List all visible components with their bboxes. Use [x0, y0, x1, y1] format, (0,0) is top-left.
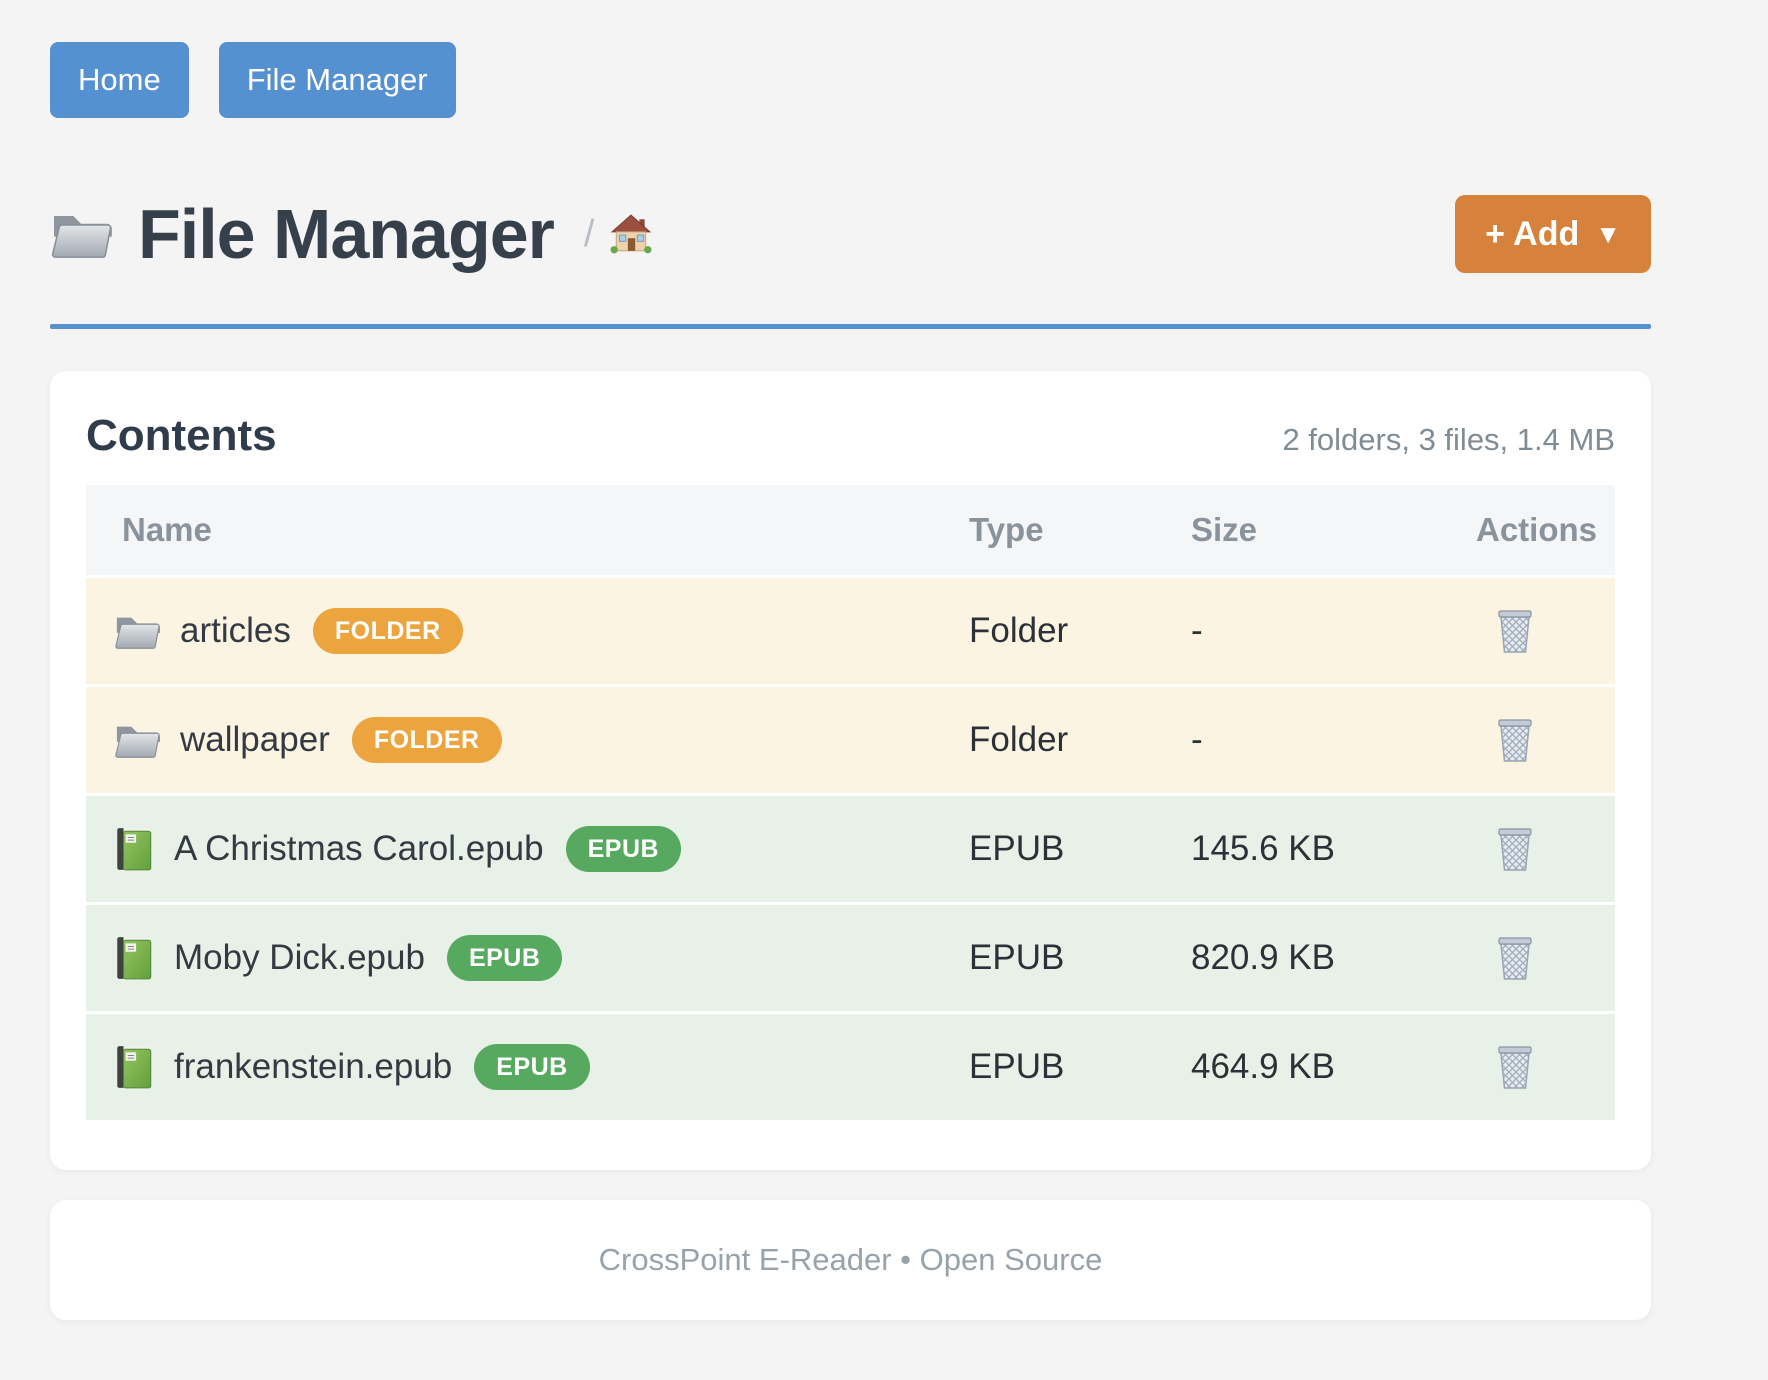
wastebasket-icon — [1498, 937, 1532, 980]
delete-button[interactable] — [1490, 1042, 1540, 1092]
file-type: EPUB — [969, 1047, 1065, 1086]
delete-button[interactable] — [1490, 715, 1540, 765]
contents-title: Contents — [86, 411, 277, 460]
file-name[interactable]: A Christmas Carol.epub — [174, 829, 544, 868]
table-row[interactable]: A Christmas Carol.epub EPUB EPUB 145.6 K… — [86, 796, 1615, 902]
file-name[interactable]: frankenstein.epub — [174, 1047, 453, 1086]
table-row[interactable]: frankenstein.epub EPUB EPUB 464.9 KB — [86, 1014, 1615, 1120]
house-icon[interactable] — [610, 213, 653, 255]
column-header-actions: Actions — [1476, 511, 1598, 548]
file-size: - — [1191, 720, 1203, 759]
type-badge: EPUB — [446, 935, 563, 981]
page-title: File Manager — [138, 195, 555, 273]
delete-button[interactable] — [1490, 933, 1540, 983]
page-header: File Manager / + Add ▼ — [50, 194, 1651, 274]
wastebasket-icon — [1498, 1046, 1532, 1089]
breadcrumb-separator: / — [583, 212, 595, 255]
delete-button[interactable] — [1490, 824, 1540, 874]
type-badge: FOLDER — [312, 608, 463, 654]
green-book-icon — [116, 936, 152, 980]
type-badge: EPUB — [474, 1044, 590, 1090]
file-name[interactable]: articles — [180, 611, 291, 650]
file-size: 464.9 KB — [1191, 1047, 1335, 1086]
folder-icon — [115, 617, 160, 649]
contents-summary: 2 folders, 3 files, 1.4 MB — [1282, 422, 1615, 457]
file-size: - — [1191, 611, 1203, 650]
file-type: Folder — [969, 720, 1069, 759]
chevron-down-icon: ▼ — [1595, 218, 1621, 249]
table-header-row: Name Type Size Actions — [86, 485, 1615, 575]
green-book-icon — [116, 827, 152, 871]
add-button-label: + Add — [1485, 214, 1580, 253]
column-header-size: Size — [1191, 511, 1258, 548]
type-badge: EPUB — [565, 826, 682, 872]
add-button[interactable]: + Add ▼ — [1455, 195, 1651, 273]
open-folder-icon — [51, 215, 112, 258]
file-size: 820.9 KB — [1191, 938, 1335, 977]
home-button[interactable]: Home — [50, 42, 189, 118]
file-size: 145.6 KB — [1191, 829, 1335, 868]
file-manager-button[interactable]: File Manager — [218, 42, 456, 118]
wastebasket-icon — [1498, 719, 1532, 762]
table-row[interactable]: wallpaper FOLDER Folder - — [86, 687, 1615, 793]
footer-card: CrossPoint E-Reader • Open Source — [50, 1200, 1651, 1320]
footer-text: CrossPoint E-Reader • Open Source — [598, 1242, 1103, 1277]
delete-button[interactable] — [1490, 606, 1540, 656]
column-header-name: Name — [122, 511, 212, 548]
file-type: EPUB — [969, 938, 1065, 977]
file-type: EPUB — [969, 829, 1065, 868]
title-divider — [50, 324, 1651, 329]
table-row[interactable]: articles FOLDER Folder - — [86, 578, 1615, 684]
green-book-icon — [116, 1045, 152, 1089]
wastebasket-icon — [1498, 828, 1532, 871]
file-name[interactable]: Moby Dick.epub — [174, 938, 425, 977]
contents-header: Contents 2 folders, 3 files, 1.4 MB — [86, 411, 1615, 461]
column-header-type: Type — [969, 511, 1044, 548]
file-type: Folder — [969, 611, 1069, 650]
table-row[interactable]: Moby Dick.epub EPUB EPUB 820.9 KB — [86, 905, 1615, 1011]
top-nav: Home File Manager — [50, 0, 1651, 118]
type-badge: FOLDER — [351, 717, 502, 763]
page-container: Home File Manager File Manager / + Add ▼… — [50, 0, 1651, 1320]
file-name[interactable]: wallpaper — [180, 720, 330, 759]
wastebasket-icon — [1498, 610, 1532, 653]
contents-card: Contents 2 folders, 3 files, 1.4 MB Name… — [50, 371, 1651, 1170]
folder-icon — [115, 726, 160, 758]
file-table: Name Type Size Actions articles FOLDER F… — [86, 485, 1615, 1120]
